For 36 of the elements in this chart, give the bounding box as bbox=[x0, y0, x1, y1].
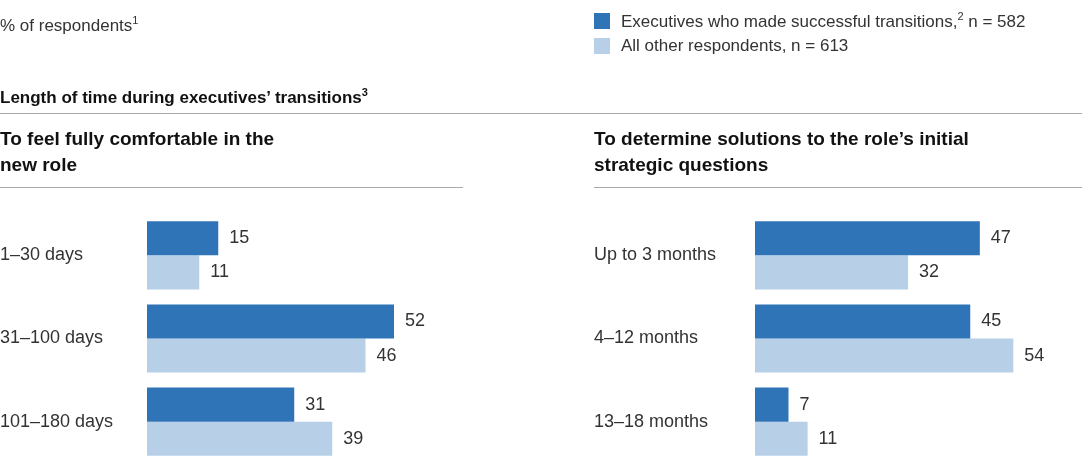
data-label: 46 bbox=[376, 344, 397, 365]
bar bbox=[755, 387, 789, 422]
data-label: 15 bbox=[229, 227, 250, 248]
y-tick-label: 1–30 days bbox=[0, 244, 84, 265]
bar bbox=[147, 421, 333, 456]
text: % of respondents$^{1}$ bbox=[0, 13, 139, 36]
bar bbox=[147, 387, 295, 422]
data-label: 39 bbox=[343, 427, 364, 448]
y-tick-label: 13–18 months bbox=[594, 410, 709, 431]
bar bbox=[755, 255, 909, 290]
bar bbox=[755, 221, 980, 256]
data-label: 54 bbox=[1024, 344, 1045, 365]
bar bbox=[755, 304, 971, 339]
legend-label: All other respondents, n = 613 bbox=[621, 36, 849, 56]
data-label: 47 bbox=[990, 227, 1011, 248]
data-label: 32 bbox=[919, 261, 940, 282]
y-tick-label: 101–180 days bbox=[0, 410, 114, 431]
data-label: 7 bbox=[799, 393, 810, 414]
data-label: 11 bbox=[210, 261, 229, 282]
y-tick-label: 31–100 days bbox=[0, 327, 104, 348]
data-label: 45 bbox=[981, 310, 1002, 331]
legend-label: Executives who made successful transitions,$^{2}$ n = 582 bbox=[621, 10, 1026, 32]
bar bbox=[755, 338, 1014, 373]
y-tick-label: Up to 3 months bbox=[594, 244, 717, 265]
text: Length of time during executives’ transitions$^{3}$ bbox=[0, 85, 368, 108]
bar bbox=[147, 304, 394, 339]
bar bbox=[147, 221, 219, 256]
data-label: 31 bbox=[305, 393, 326, 414]
bar bbox=[147, 255, 200, 290]
data-label: 52 bbox=[405, 310, 426, 331]
bar bbox=[755, 421, 808, 456]
bar bbox=[147, 338, 366, 373]
data-label: 11 bbox=[818, 427, 838, 448]
y-tick-label: 4–12 months bbox=[594, 327, 699, 348]
chart-title: To feel fully comfortable in the new role bbox=[0, 127, 276, 177]
chart-title: To determine solutions to the role’s initial strategic questions bbox=[594, 127, 970, 177]
